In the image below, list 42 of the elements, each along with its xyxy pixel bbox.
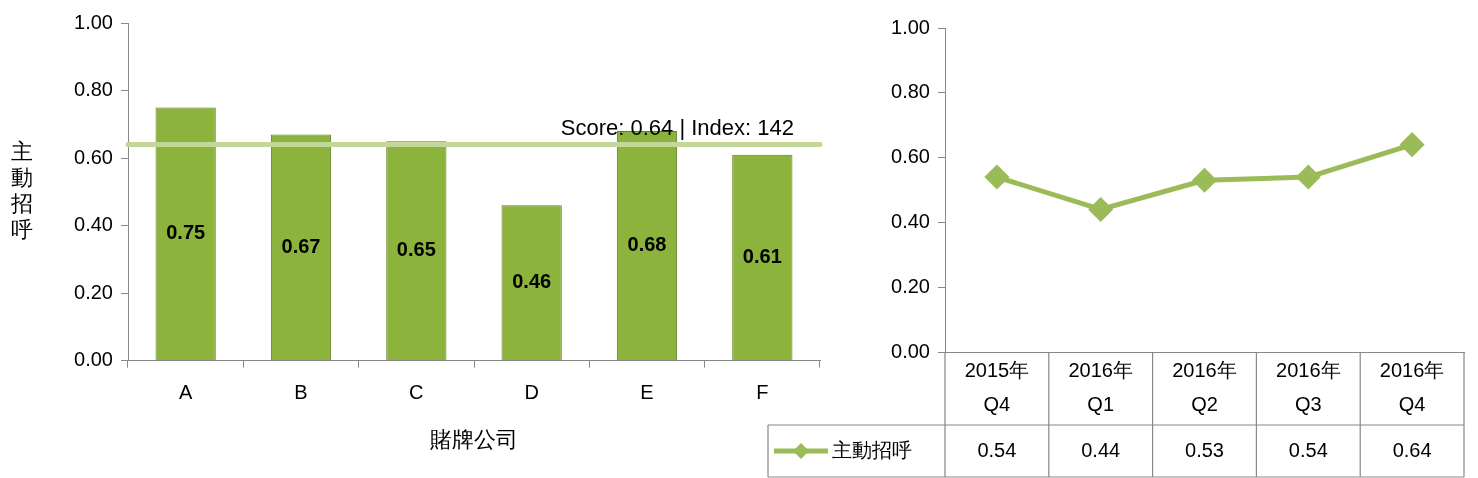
data-label: 0.68	[627, 233, 667, 256]
x-tick-label: 2016年 Q3	[1276, 358, 1341, 415]
point	[1400, 133, 1424, 157]
y-tick-label: 0.20	[74, 280, 113, 303]
data-label: 0.44	[1081, 438, 1121, 461]
y-tick-label: 0.20	[891, 274, 930, 297]
x-tick-label: C	[409, 381, 424, 404]
data-label: 0.65	[396, 238, 436, 261]
x-tick-label: 2016年 Q1	[1068, 358, 1133, 415]
point	[1089, 197, 1113, 221]
x-tick-label: 2015年 Q4	[964, 358, 1030, 415]
y-tick-label: 0.00	[74, 348, 113, 371]
x-tick-label: E	[640, 381, 654, 404]
data-label: 0.53	[1185, 438, 1224, 461]
y-tick-label: 1.00	[891, 15, 930, 38]
x-tick-label: 2016年 Q4	[1379, 358, 1445, 415]
data-label: 0.61	[742, 244, 782, 267]
data-label: 0.64	[1392, 438, 1432, 461]
legend-label: 主動招呼	[832, 438, 912, 461]
point	[985, 165, 1009, 189]
x-tick-label: A	[178, 381, 193, 404]
y-tick-label: 0.40	[891, 209, 930, 232]
data-label: 0.67	[281, 234, 321, 257]
y-tick-label: 0.60	[74, 145, 113, 168]
data-label: 0.54	[1288, 438, 1328, 461]
point	[1193, 168, 1216, 192]
y-tick-label: 0.80	[74, 78, 113, 101]
x-tick-label: 2016年 Q2	[1172, 358, 1237, 415]
point	[1296, 165, 1320, 189]
x-tick-label: D	[524, 381, 539, 404]
data-label: 0.75	[166, 221, 206, 244]
y-tick-label: 0.00	[891, 339, 930, 362]
y-tick-label: 0.60	[891, 145, 930, 168]
y-tick-label: 0.40	[74, 213, 113, 236]
y-tick-label: 1.00	[74, 10, 113, 33]
data-label: 0.46	[512, 270, 552, 293]
y-axis-title: 主動招呼	[10, 138, 33, 242]
x-tick-label: F	[756, 381, 769, 404]
x-tick-label: B	[294, 381, 308, 404]
data-label: 0.54	[977, 438, 1017, 461]
y-tick-label: 0.80	[891, 80, 930, 103]
x-axis-title: 賭牌公司	[430, 426, 518, 452]
